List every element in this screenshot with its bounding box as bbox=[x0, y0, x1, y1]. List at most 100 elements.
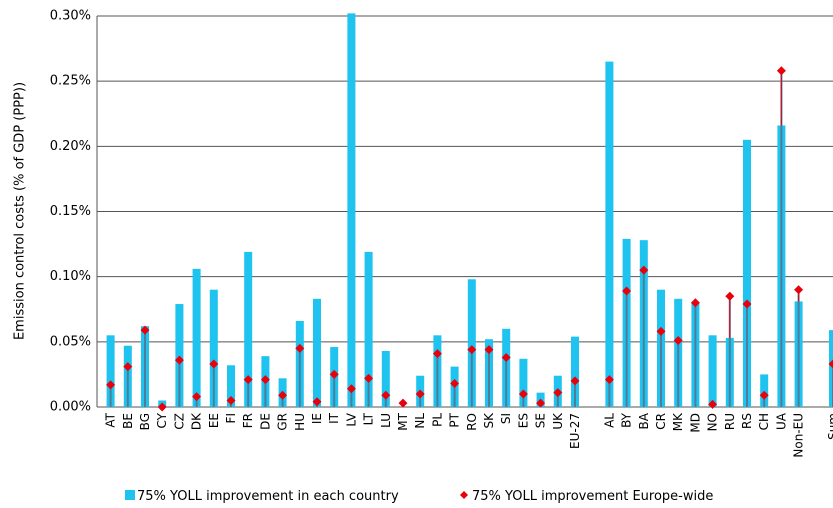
marker bbox=[157, 402, 167, 412]
y-tick-label: 0.05% bbox=[50, 334, 91, 349]
marker bbox=[398, 398, 408, 408]
x-tick-label: LT bbox=[362, 412, 376, 425]
x-tick-label: ES bbox=[516, 413, 530, 428]
x-tick-label: NO bbox=[706, 413, 720, 431]
marker bbox=[690, 298, 700, 308]
marker bbox=[106, 380, 116, 390]
marker bbox=[622, 286, 632, 296]
x-tick-label: AL bbox=[602, 413, 616, 428]
x-tick-label: BG bbox=[138, 413, 152, 430]
bar bbox=[708, 335, 717, 407]
bar bbox=[244, 251, 253, 407]
marker bbox=[278, 390, 288, 400]
marker bbox=[553, 388, 563, 398]
y-tick-label: 0.00% bbox=[50, 400, 91, 415]
x-tick-label: SE bbox=[534, 413, 548, 428]
x-tick-label: CY bbox=[155, 412, 169, 428]
x-tick-label: Non-EU bbox=[792, 413, 806, 458]
x-tick-label: MK bbox=[671, 412, 685, 431]
marker bbox=[708, 399, 718, 409]
x-tick-label: IT bbox=[327, 412, 341, 424]
x-tick-label: LV bbox=[344, 412, 358, 426]
x-tick-label: EU-27 bbox=[568, 413, 582, 449]
bar bbox=[571, 336, 579, 407]
legend-swatch bbox=[460, 491, 468, 499]
y-tick-label: 0.30% bbox=[50, 9, 91, 24]
marker bbox=[174, 355, 184, 365]
y-tick-label: 0.20% bbox=[50, 139, 91, 154]
y-tick-label: 0.25% bbox=[50, 74, 91, 89]
y-tick-label: 0.10% bbox=[50, 269, 91, 284]
x-tick-label: LU bbox=[379, 413, 393, 428]
x-tick-label: NL bbox=[413, 413, 427, 429]
marker bbox=[450, 379, 460, 389]
marker bbox=[742, 299, 752, 309]
x-tick-label: DK bbox=[190, 412, 204, 430]
x-tick-label: RO bbox=[465, 413, 479, 431]
x-tick-label: BY bbox=[620, 412, 634, 428]
x-tick-label: CZ bbox=[172, 413, 186, 430]
marker bbox=[518, 389, 528, 399]
legend-swatch bbox=[125, 490, 135, 500]
marker bbox=[192, 392, 202, 402]
x-tick-label: MT bbox=[396, 412, 410, 430]
x-tick-label: RU bbox=[723, 413, 737, 430]
marker bbox=[467, 345, 477, 355]
x-tick-label: UA bbox=[774, 412, 788, 430]
marker bbox=[346, 384, 356, 394]
marker bbox=[484, 345, 494, 355]
x-tick-label: PT bbox=[448, 412, 462, 427]
bar bbox=[743, 139, 751, 408]
marker bbox=[226, 395, 236, 405]
marker bbox=[604, 375, 614, 385]
bar bbox=[467, 279, 476, 407]
marker bbox=[673, 336, 683, 346]
x-tick-label: SI bbox=[499, 413, 513, 424]
x-tick-label: PL bbox=[430, 413, 444, 427]
legend-label: 75% YOLL improvement in each country bbox=[137, 489, 399, 504]
bar bbox=[519, 358, 528, 407]
bar bbox=[175, 304, 184, 407]
marker bbox=[312, 397, 322, 407]
marker bbox=[759, 390, 769, 400]
x-tick-label: CH bbox=[757, 413, 771, 430]
bar bbox=[106, 335, 115, 407]
marker bbox=[432, 349, 442, 359]
bar bbox=[381, 350, 390, 407]
x-tick-label: AT bbox=[104, 412, 118, 427]
y-axis-label: Emission control costs (% of GDP (PPP)) bbox=[13, 82, 28, 340]
x-tick-label: HU bbox=[293, 413, 307, 431]
marker bbox=[570, 376, 580, 386]
bar bbox=[227, 365, 235, 407]
marker bbox=[364, 373, 374, 383]
x-tick-label: UK bbox=[551, 412, 565, 430]
bar bbox=[829, 330, 833, 407]
x-tick-label: MD bbox=[688, 413, 702, 433]
bar bbox=[209, 289, 218, 407]
marker bbox=[501, 352, 511, 362]
x-tick-label: RS bbox=[740, 413, 754, 429]
x-tick-label: IE bbox=[310, 413, 324, 424]
bar bbox=[347, 13, 356, 407]
bar bbox=[605, 61, 614, 407]
marker bbox=[536, 398, 546, 408]
x-tick-label: BA bbox=[637, 412, 651, 429]
marker bbox=[639, 265, 649, 275]
x-tick-label: GR bbox=[276, 413, 290, 431]
marker bbox=[329, 369, 339, 379]
x-tick-label: FR bbox=[241, 413, 255, 428]
marker bbox=[243, 375, 253, 385]
marker bbox=[725, 291, 735, 301]
bar bbox=[192, 268, 201, 407]
bar bbox=[364, 251, 373, 407]
x-tick-label: CR bbox=[654, 413, 668, 430]
x-tick-label: SK bbox=[482, 412, 496, 429]
legend-label: 75% YOLL improvement Europe-wide bbox=[472, 489, 713, 504]
marker bbox=[295, 343, 305, 353]
x-tick-label: BE bbox=[121, 413, 135, 429]
x-tick-label: Sum bbox=[826, 413, 833, 440]
x-tick-label: FI bbox=[224, 413, 238, 423]
x-tick-label: DE bbox=[258, 413, 272, 430]
marker bbox=[140, 325, 150, 335]
marker bbox=[794, 285, 804, 295]
